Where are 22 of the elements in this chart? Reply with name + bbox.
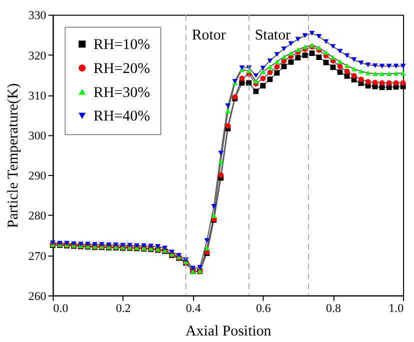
y-tick-label: 290 — [28, 168, 46, 183]
x-axis-title: Axial Position — [186, 324, 272, 340]
y-tick-label: 280 — [28, 208, 46, 223]
legend-label: RH=10% — [94, 37, 150, 54]
x-tick-label: 0.2 — [116, 300, 131, 315]
y-tick-label: 270 — [28, 248, 46, 263]
annotation: Stator — [254, 28, 291, 44]
legend-label: RH=20% — [94, 60, 150, 77]
y-axis-title: Particle Temperature(K) — [5, 83, 22, 228]
y-tick-label: 310 — [28, 88, 46, 102]
x-tick-label: 0.6 — [256, 300, 271, 315]
legend-label: RH=40% — [94, 108, 150, 125]
x-tick-label: 0.8 — [326, 300, 341, 315]
annotation: Rotor — [192, 28, 226, 44]
y-tick-label: 300 — [28, 128, 46, 143]
y-tick-label: 260 — [28, 288, 46, 303]
y-tick-label: 320 — [28, 48, 46, 62]
y-tick-label: 330 — [28, 8, 46, 22]
x-tick-label: 1.0 — [388, 300, 404, 315]
legend-label: RH=30% — [94, 84, 150, 101]
x-tick-label: 0.4 — [186, 300, 201, 315]
x-tick-label: 0.0 — [53, 300, 68, 315]
